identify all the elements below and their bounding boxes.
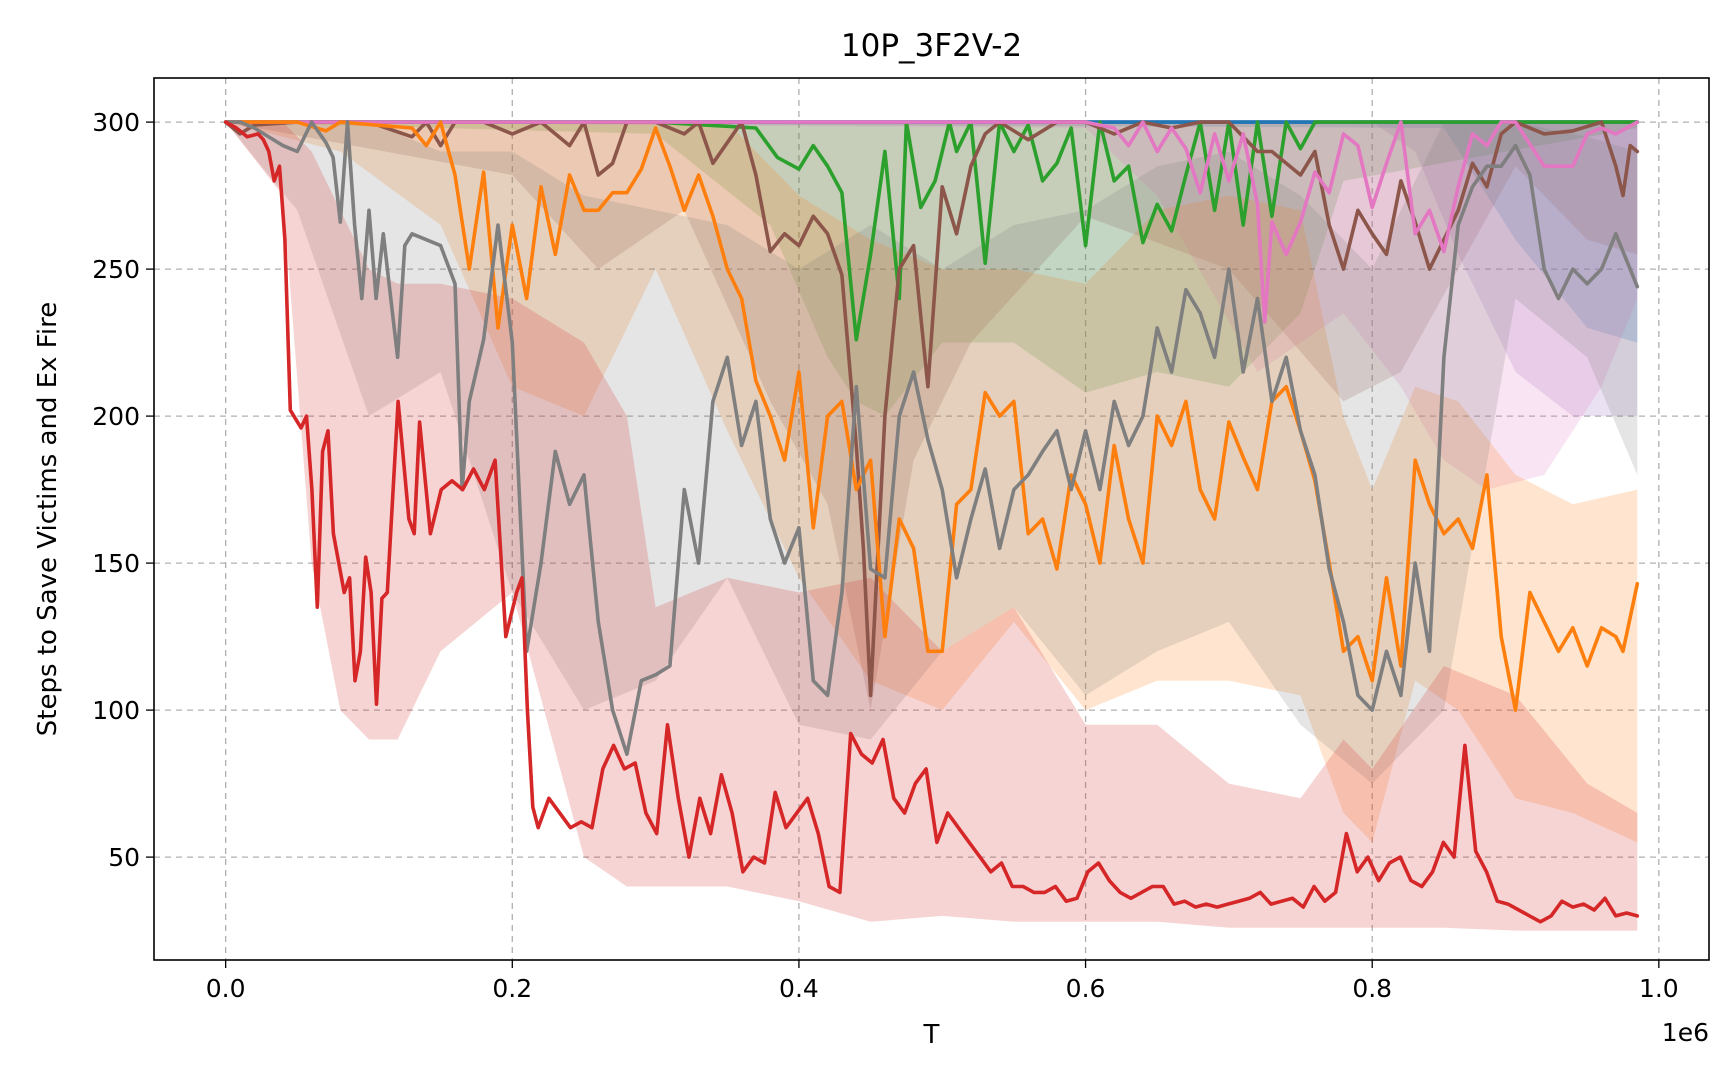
series-4-band bbox=[225, 122, 1638, 711]
series-5-line bbox=[223, 120, 1640, 324]
series-2-band bbox=[225, 122, 1638, 343]
series-8-band bbox=[225, 122, 1638, 931]
x-tick-label: 1.0 bbox=[1639, 974, 1679, 1003]
x-tick-label: 0.8 bbox=[1352, 974, 1392, 1003]
axis-ticks: 0.0 0.2 0.4 0.6 0.8 1.0 50 100 150 200 250 300 bbox=[92, 108, 1678, 1003]
y-axis-label: Steps to Save Victims and Ex Fire bbox=[33, 302, 63, 736]
series-7-line bbox=[223, 120, 1640, 756]
series-5-band bbox=[225, 122, 1638, 490]
x-tick-label: 0.4 bbox=[779, 974, 819, 1003]
series-8-line bbox=[223, 120, 1640, 924]
x-tick-label: 0.0 bbox=[206, 974, 246, 1003]
y-tick-label: 100 bbox=[92, 696, 140, 725]
y-tick-label: 250 bbox=[92, 255, 140, 284]
series-3-band bbox=[225, 122, 1638, 417]
y-tick-label: 150 bbox=[92, 549, 140, 578]
confidence-bands bbox=[225, 122, 1638, 931]
y-tick-label: 300 bbox=[92, 108, 140, 137]
x-tick-label: 0.2 bbox=[492, 974, 532, 1003]
y-tick-label: 50 bbox=[108, 843, 140, 872]
series-6-line bbox=[223, 120, 1640, 712]
x-axis-label: T bbox=[923, 1020, 940, 1050]
series-6-band bbox=[225, 122, 1638, 843]
series-lines bbox=[223, 120, 1640, 924]
x-tick-label: 0.6 bbox=[1066, 974, 1106, 1003]
y-tick-label: 200 bbox=[92, 402, 140, 431]
chart-title: 10P_3F2V-2 bbox=[841, 28, 1022, 64]
plot-area-frame bbox=[153, 77, 1710, 961]
x-axis-offset-label: 1e6 bbox=[1662, 1018, 1709, 1047]
